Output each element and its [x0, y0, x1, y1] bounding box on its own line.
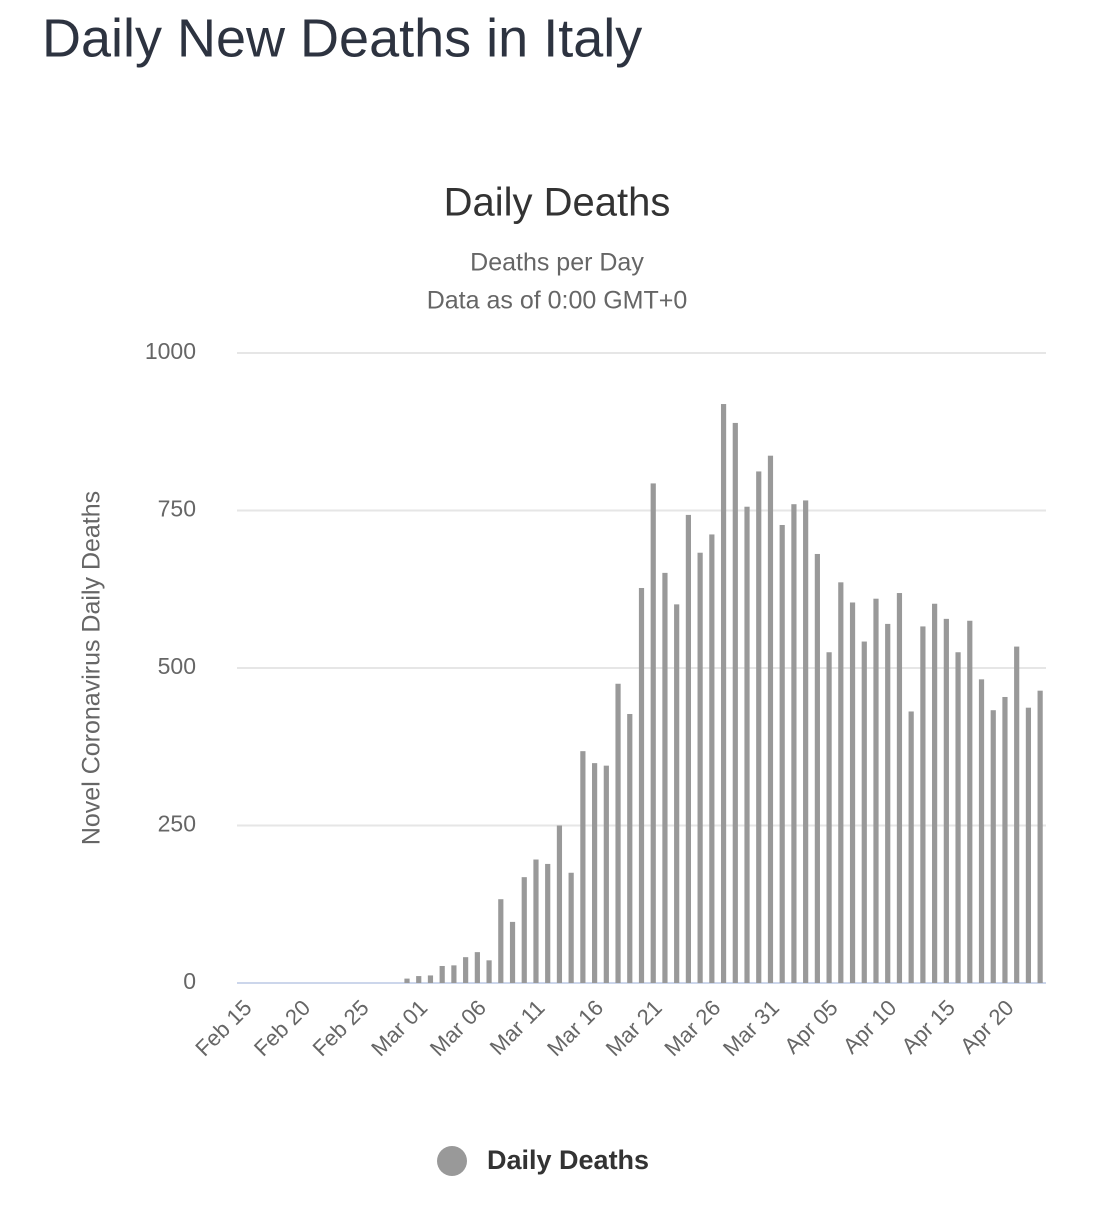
chart-title: Daily Deaths: [444, 181, 671, 225]
x-tick-label: Feb 15: [190, 995, 256, 1061]
bar: [615, 683, 621, 983]
page-title: Daily New Deaths in Italy: [42, 8, 642, 68]
bar: [732, 422, 738, 983]
bar: [814, 553, 820, 983]
bar: [967, 620, 973, 983]
x-tick-label: Mar 06: [425, 995, 491, 1061]
bar: [943, 618, 949, 983]
x-tick-label: Mar 11: [485, 995, 550, 1060]
bar: [756, 471, 762, 983]
bar: [439, 965, 445, 983]
x-tick-label: Mar 26: [659, 995, 725, 1061]
bar: [744, 506, 750, 983]
y-tick-label: 500: [158, 653, 196, 679]
bar: [838, 582, 844, 983]
bar: [592, 763, 598, 983]
x-tick-label: Feb 25: [308, 995, 374, 1061]
bar: [978, 679, 985, 983]
bar: [685, 514, 691, 983]
bar: [416, 976, 422, 983]
bar: [474, 952, 480, 983]
bar: [568, 872, 574, 983]
bar: [908, 711, 914, 983]
bar: [1037, 690, 1043, 983]
bar: [650, 483, 656, 983]
bar: [885, 623, 891, 983]
bar: [627, 713, 633, 983]
bar: [662, 572, 668, 983]
bar: [1002, 696, 1008, 983]
bar: [521, 877, 527, 983]
bar: [638, 587, 645, 983]
bar: [779, 524, 785, 983]
x-tick-label: Apr 05: [779, 995, 843, 1059]
x-tick-label: Feb 20: [249, 995, 315, 1061]
bar: [533, 859, 539, 983]
bar: [849, 602, 856, 983]
y-tick-label: 750: [158, 496, 196, 522]
bar: [697, 552, 703, 983]
bar: [932, 603, 938, 983]
x-tick-label: Mar 21: [601, 995, 667, 1061]
x-tick-label: Mar 16: [542, 995, 608, 1061]
bar: [580, 751, 586, 983]
y-tick-label: 250: [158, 811, 196, 837]
bar: [720, 404, 727, 983]
bar: [463, 957, 469, 983]
x-tick-label: Apr 15: [896, 995, 960, 1059]
bar: [603, 765, 609, 983]
bar: [427, 975, 434, 983]
bar: [803, 500, 809, 983]
legend-label: Daily Deaths: [487, 1145, 649, 1175]
bar: [791, 504, 797, 983]
bar: [556, 825, 563, 983]
bar: [486, 960, 492, 983]
bar: [709, 534, 715, 983]
bar: [861, 641, 867, 983]
y-axis-title: Novel Coronavirus Daily Deaths: [78, 491, 106, 845]
bar: [896, 593, 903, 983]
bar: [509, 921, 516, 983]
bar: [920, 626, 926, 983]
x-tick-label: Mar 01: [366, 995, 432, 1061]
bar: [955, 652, 961, 983]
chart-subtitle: Deaths per Day: [470, 249, 644, 277]
bar: [404, 978, 410, 983]
x-tick-label: Apr 20: [955, 995, 1019, 1059]
y-tick-label: 0: [183, 968, 196, 994]
bar: [990, 710, 996, 983]
bar: [451, 965, 457, 983]
bar: [826, 652, 832, 983]
chart-subtitle: Data as of 0:00 GMT+0: [427, 287, 688, 315]
bar: [545, 863, 551, 983]
legend-marker: [437, 1146, 467, 1176]
bar: [873, 598, 879, 983]
bar: [498, 899, 504, 983]
bar: [674, 604, 680, 983]
bar: [1025, 707, 1032, 983]
x-tick-label: Apr 10: [838, 995, 902, 1059]
x-tick-label: Mar 31: [718, 995, 784, 1061]
y-tick-label: 1000: [145, 338, 196, 364]
bar: [767, 455, 774, 983]
bar: [1014, 646, 1020, 983]
